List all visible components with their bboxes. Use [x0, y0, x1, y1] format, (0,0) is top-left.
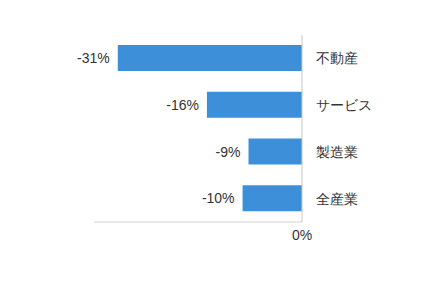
- svg-text:全産業: 全産業: [316, 191, 358, 207]
- svg-text:-31%: -31%: [77, 50, 110, 66]
- svg-text:不動産: 不動産: [316, 50, 358, 66]
- svg-text:0%: 0%: [292, 227, 312, 243]
- svg-text:-9%: -9%: [216, 144, 241, 160]
- svg-text:サービス: サービス: [316, 97, 372, 113]
- svg-text:-10%: -10%: [202, 190, 235, 206]
- svg-text:-16%: -16%: [166, 97, 199, 113]
- svg-text:製造業: 製造業: [316, 144, 358, 160]
